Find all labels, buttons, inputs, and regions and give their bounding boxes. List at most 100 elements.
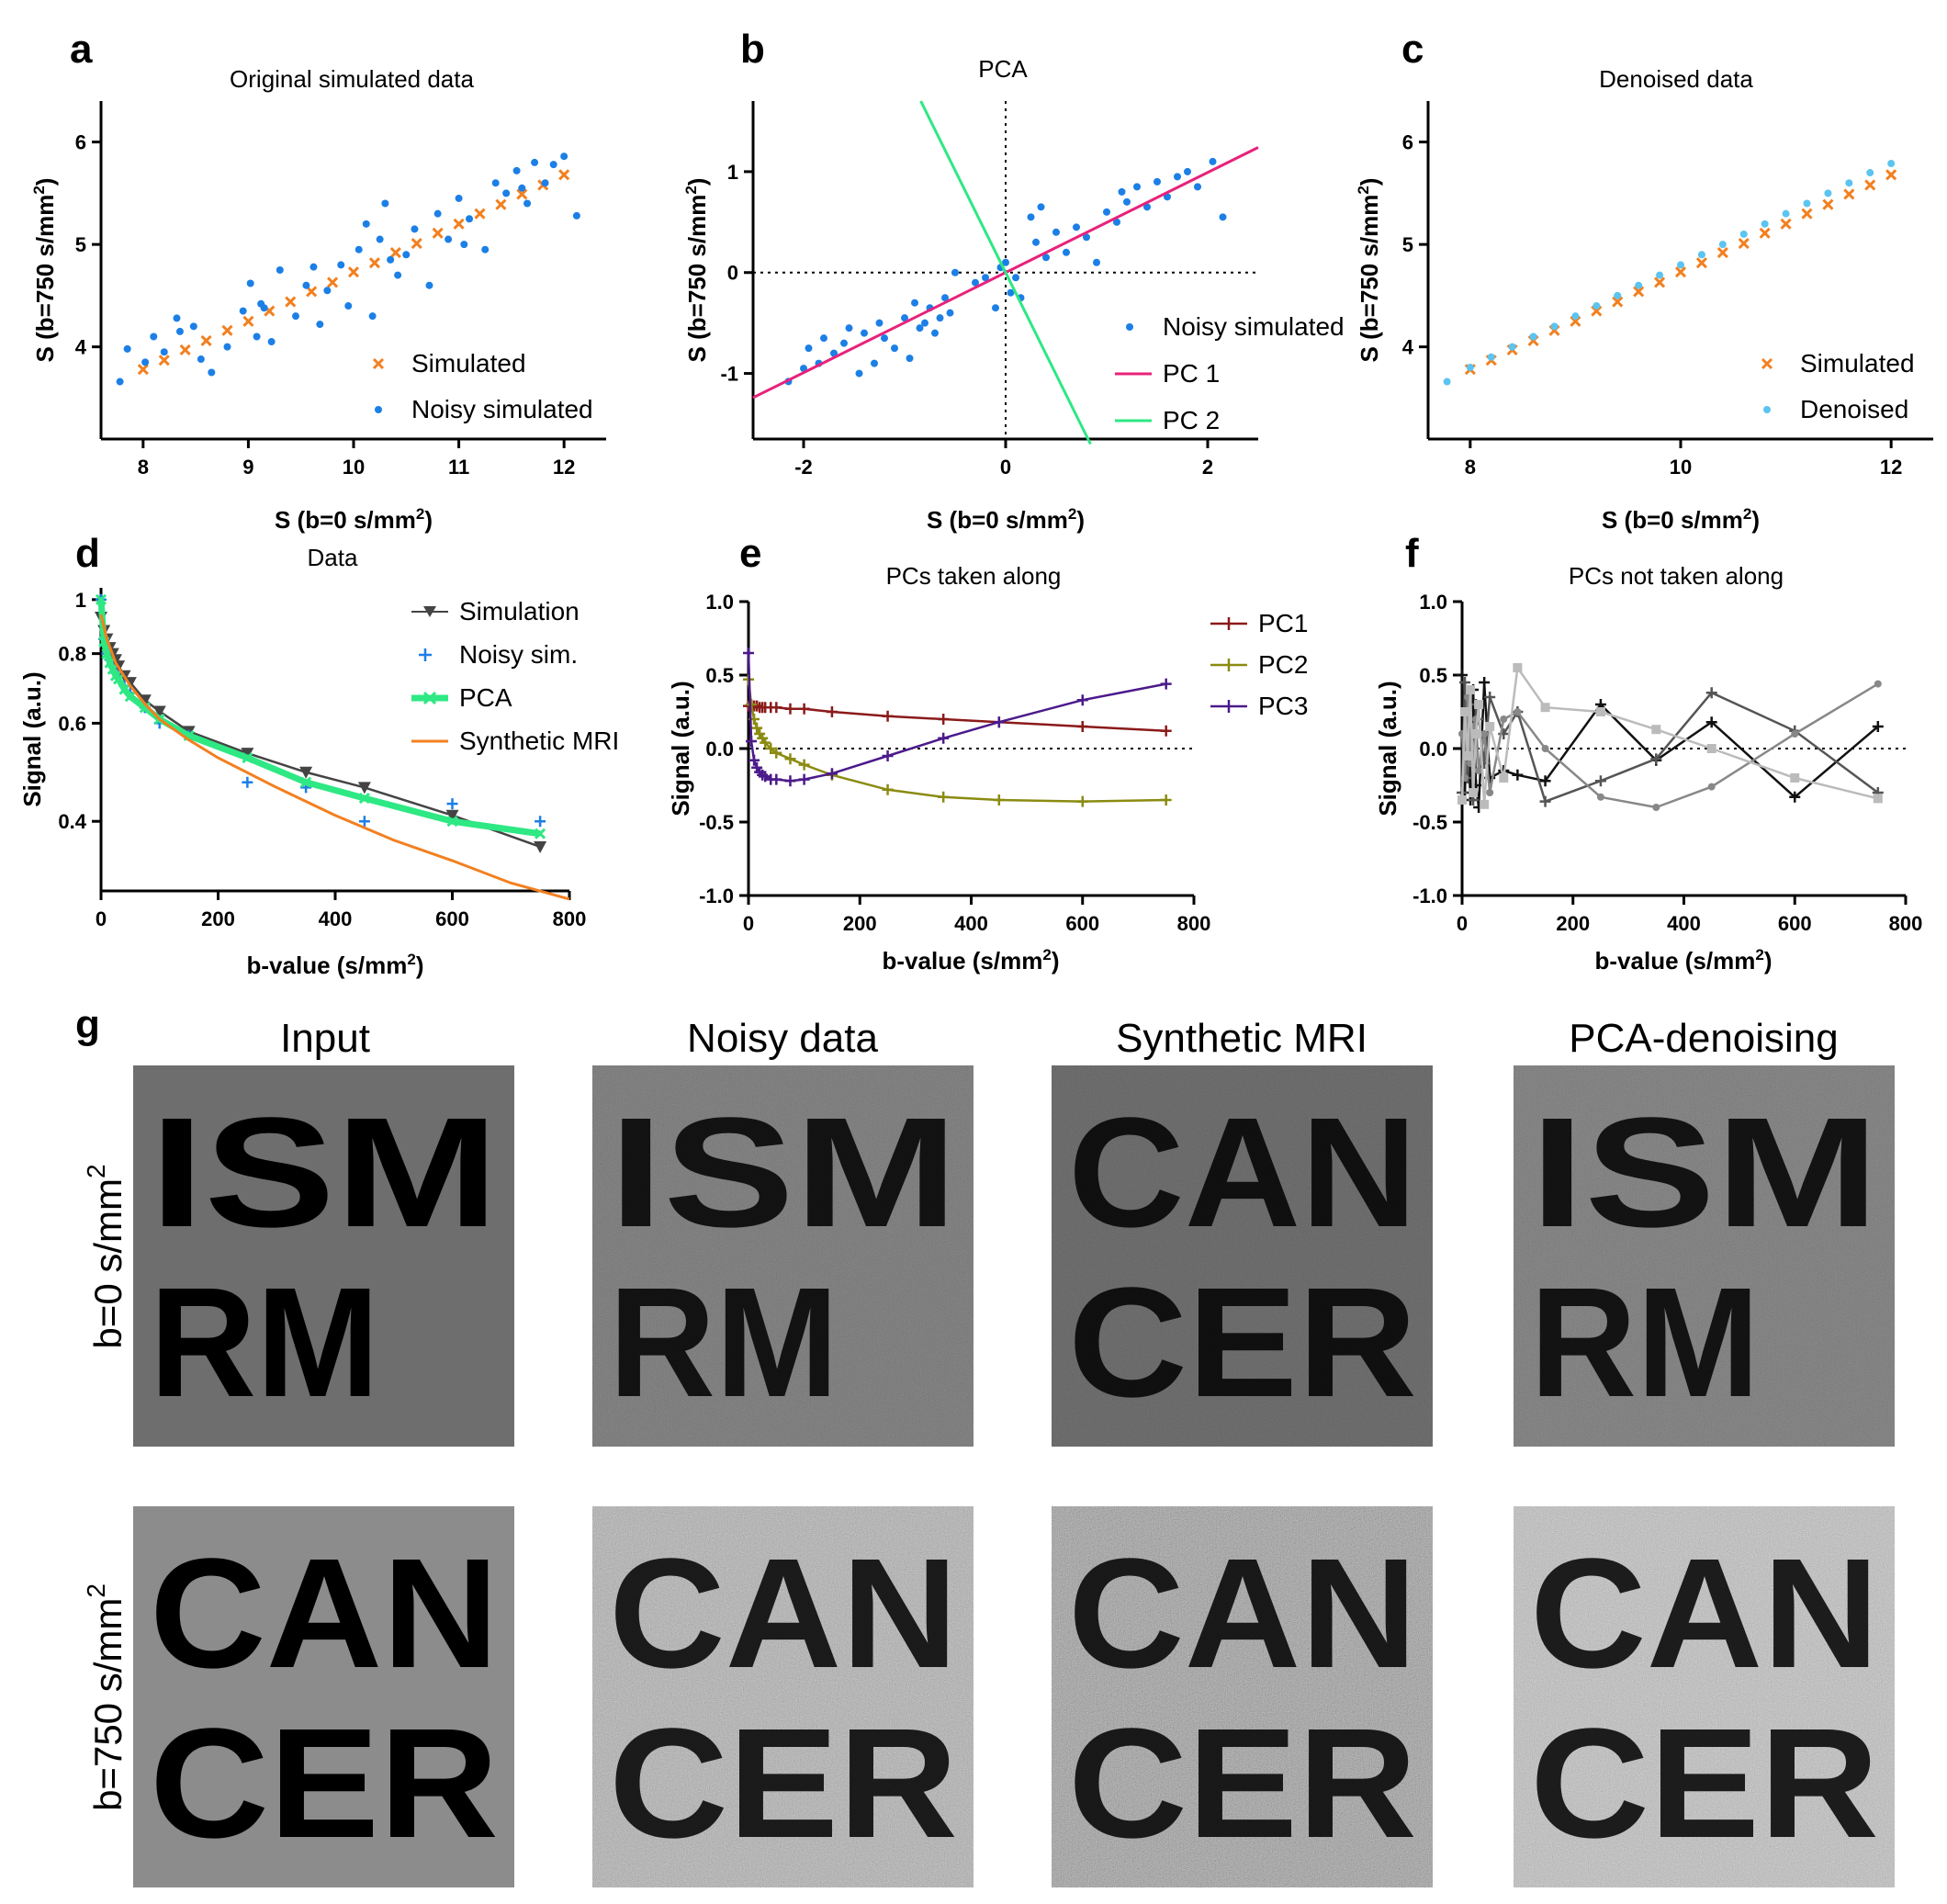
chart-title-f: PCs not taken along — [1569, 562, 1784, 590]
point-Noisy simulated — [173, 314, 181, 322]
x-tick-label: 8 — [138, 456, 149, 479]
point-Simulated — [1801, 208, 1813, 220]
series-line-PC2 — [747, 679, 1166, 803]
y-tick-label: 5 — [75, 233, 86, 256]
point-PC7 — [1466, 685, 1476, 694]
point-Noisy simulated — [223, 343, 231, 351]
legend-item-Noisy simulated-swatch — [1126, 323, 1133, 331]
point-Noisy simulated — [512, 166, 521, 175]
chart-b: -2 0 2 -1 0 1 — [720, 100, 1259, 479]
y-tick-label: 0.0 — [705, 738, 734, 760]
point-Noisy simulated — [1219, 213, 1227, 221]
point-PC2 — [993, 794, 1005, 806]
point-Noisy simulated — [257, 299, 265, 308]
point-Denoised — [1466, 363, 1474, 371]
point-Noisy simulated — [1007, 288, 1015, 297]
point-PC3 — [798, 773, 810, 785]
y-axis-label-sup: 2 — [30, 186, 48, 194]
point-Denoised — [1635, 281, 1643, 289]
point-Denoised — [1866, 169, 1874, 177]
point-PCA — [446, 816, 458, 828]
legend-item-PCA-marker — [422, 691, 437, 705]
legend-item-PC3: PC3 — [1258, 692, 1308, 720]
point-Noisy simulated — [337, 261, 345, 269]
x-tick-label: 200 — [843, 912, 877, 935]
legend-item-Simulated: Simulated — [411, 349, 526, 377]
point-Noisy simulated — [387, 255, 395, 264]
x-axis-label-text: b-value (s/mm — [1595, 947, 1756, 975]
point-Denoised — [1614, 291, 1622, 299]
x-tick-label: 400 — [1667, 912, 1701, 935]
y-tick-label: 0.8 — [58, 643, 86, 666]
image-column-title: PCA-denoising — [1569, 1016, 1839, 1061]
image-word: CER — [609, 1696, 958, 1871]
point-PC3 — [826, 768, 838, 780]
point-Simulated — [411, 237, 422, 250]
point-PC2 — [882, 783, 894, 795]
chart-title-b: PCA — [978, 55, 1028, 83]
x-axis-label-sup: 2 — [407, 951, 415, 968]
point-Simulated — [158, 355, 170, 366]
point-Simulated — [389, 246, 401, 259]
point-PC5 — [1705, 687, 1717, 699]
x-axis-label-close: ) — [424, 506, 433, 534]
point-Noisy simulated — [355, 245, 363, 253]
chart-c: 8 10 12 4 5 6 — [1402, 101, 1933, 479]
point-Noisy simulated — [936, 314, 944, 322]
point-PC2 — [938, 791, 950, 803]
y-axis-label-d: Signal (a.u.) — [18, 671, 46, 806]
point-PC7 — [1471, 729, 1481, 738]
point-Simulated — [516, 188, 528, 200]
image-row-label-text: b=750 s/mm — [86, 1598, 129, 1811]
legend-item-Noisy simulated-swatch — [375, 406, 382, 413]
point-Noisy simulated — [460, 241, 468, 249]
point-PCA — [358, 793, 370, 805]
point-PC4 — [1457, 670, 1468, 681]
point-PC5 — [1459, 677, 1471, 688]
point-Noisy simulated — [531, 158, 539, 166]
point-Noisy sim. — [535, 816, 546, 828]
point-Noisy simulated — [445, 235, 453, 243]
y-axis-label-e: Signal (a.u.) — [667, 681, 694, 816]
point-PC6 — [1541, 745, 1549, 752]
point-Noisy simulated — [253, 332, 261, 341]
x-tick-label: 800 — [553, 907, 587, 930]
y-axis-label-close: ) — [31, 178, 59, 186]
y-axis-label-text: Signal (a.u.) — [1374, 681, 1401, 816]
point-Simulated — [242, 315, 254, 327]
y-tick-label: 6 — [1402, 131, 1413, 154]
point-Denoised — [1508, 343, 1516, 351]
point-PC1 — [1160, 725, 1172, 737]
point-PC7 — [1513, 663, 1523, 672]
point-Denoised — [1718, 241, 1727, 249]
point-PC7 — [1474, 700, 1484, 709]
image-column-title: Synthetic MRI — [1116, 1016, 1367, 1061]
image-column-title: Noisy data — [687, 1016, 878, 1061]
point-PC7 — [1790, 773, 1800, 783]
y-axis-label-f: Signal (a.u.) — [1374, 681, 1401, 816]
x-axis-label-text: S (b=0 s/mm — [1602, 506, 1743, 534]
x-tick-label: 400 — [954, 912, 988, 935]
x-axis-label-close: ) — [1764, 947, 1773, 975]
point-Simulated — [1738, 237, 1750, 250]
y-tick-label: 1 — [727, 161, 738, 184]
point-PC6 — [1475, 767, 1483, 774]
point-Noisy simulated — [291, 312, 299, 321]
point-Simulation — [534, 840, 547, 853]
point-Noisy simulated — [362, 220, 370, 228]
point-PC7 — [1480, 799, 1490, 809]
point-Denoised — [1782, 209, 1790, 218]
point-Noisy simulated — [1037, 203, 1045, 211]
point-Simulated — [179, 344, 191, 356]
y-tick-label: 0.0 — [1419, 738, 1447, 760]
point-Simulated — [1654, 276, 1666, 288]
point-PCA — [300, 776, 312, 788]
legend-item-PC 1: PC 1 — [1163, 359, 1220, 388]
y-tick-label: 4 — [1402, 336, 1414, 359]
point-Noisy simulated — [1118, 187, 1126, 196]
legend-item-Noisy simulated: Noisy simulated — [1163, 312, 1345, 341]
x-axis-label-text: S (b=0 s/mm — [275, 506, 416, 534]
point-Noisy simulated — [1012, 274, 1019, 282]
legend-item-PC2: PC2 — [1258, 650, 1308, 679]
point-Noisy simulated — [941, 294, 949, 302]
